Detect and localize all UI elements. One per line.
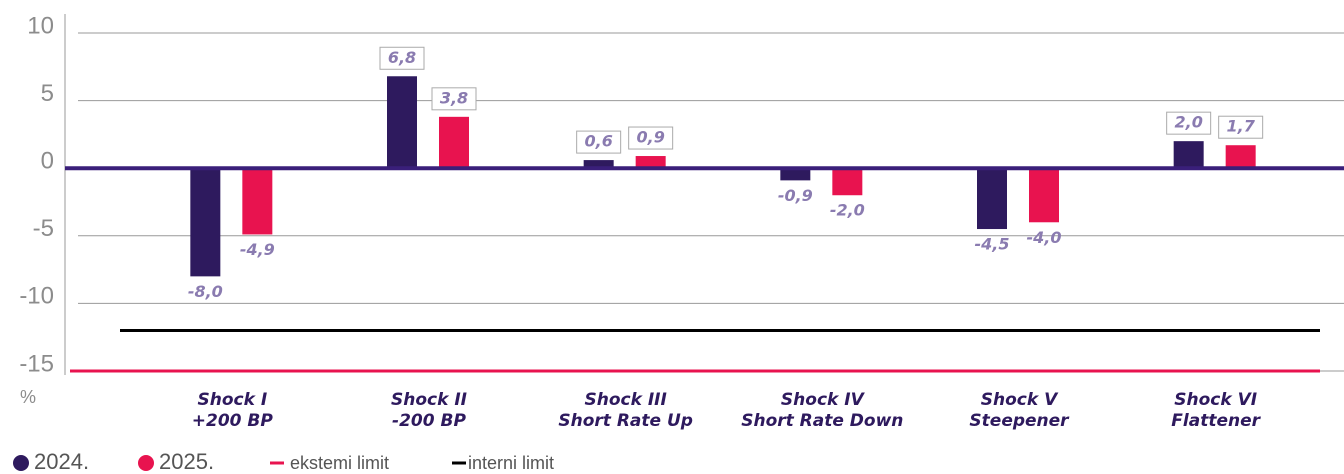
- y-tick-label: 0: [41, 148, 54, 175]
- bar: [780, 168, 811, 181]
- value-label: -8,0: [188, 282, 223, 301]
- legend-label: ekstemi limit: [290, 453, 389, 473]
- x-tick-label: Short Rate Up: [558, 411, 693, 431]
- y-tick-label: -15: [19, 350, 54, 377]
- value-label-box: [1218, 115, 1264, 139]
- value-label: -0,9: [778, 186, 813, 205]
- legend-label: 2024.: [34, 449, 89, 474]
- value-label-box: [628, 126, 674, 150]
- value-label: 0,9: [636, 128, 664, 147]
- bar: [635, 156, 666, 169]
- x-tick-label: Shock I: [198, 390, 268, 410]
- x-tick-label: -200 BP: [392, 411, 466, 431]
- bar: [439, 116, 469, 169]
- value-label: 1,7: [1226, 117, 1255, 136]
- value-label: 2,0: [1174, 113, 1202, 132]
- x-tick-label: Shock III: [585, 390, 667, 410]
- value-label: 3,8: [440, 88, 468, 107]
- x-tick-label: Short Rate Down: [741, 411, 903, 431]
- x-tick-label: Steepener: [969, 411, 1070, 431]
- bar: [1029, 168, 1059, 223]
- bar: [583, 160, 614, 169]
- value-label: -4,0: [1027, 228, 1062, 247]
- value-label-box: [1166, 111, 1212, 135]
- value-label: -2,0: [830, 201, 865, 220]
- y-tick-label: -10: [19, 283, 54, 310]
- value-label-box: [379, 46, 425, 70]
- x-tick-label: Flattener: [1171, 411, 1261, 431]
- x-tick-label: +200 BP: [192, 411, 274, 431]
- value-label-box: [576, 130, 622, 154]
- legend-label: interni limit: [468, 453, 554, 473]
- legend-marker: [138, 455, 154, 471]
- legend-marker: [13, 455, 29, 471]
- y-tick-label: -5: [33, 215, 54, 242]
- value-label: -4,5: [975, 235, 1010, 254]
- y-axis-label: %: [20, 387, 36, 407]
- bar: [832, 168, 863, 196]
- bar: [242, 168, 273, 235]
- value-label-box: [431, 87, 477, 111]
- x-tick-label: Shock V: [981, 390, 1059, 410]
- bar: [977, 168, 1007, 230]
- bar: [387, 76, 417, 169]
- bar: [190, 168, 221, 277]
- y-tick-label: 10: [27, 12, 54, 39]
- value-label: -4,9: [240, 240, 275, 259]
- x-tick-label: Shock IV: [781, 390, 866, 410]
- bar: [1225, 145, 1256, 169]
- bar: [1173, 141, 1204, 169]
- legend-label: 2025.: [159, 449, 214, 474]
- y-tick-label: 5: [41, 80, 54, 107]
- value-label: 0,6: [584, 132, 612, 151]
- x-tick-label: Shock II: [391, 390, 467, 410]
- value-label: 6,8: [388, 48, 416, 67]
- x-tick-label: Shock VI: [1174, 390, 1257, 410]
